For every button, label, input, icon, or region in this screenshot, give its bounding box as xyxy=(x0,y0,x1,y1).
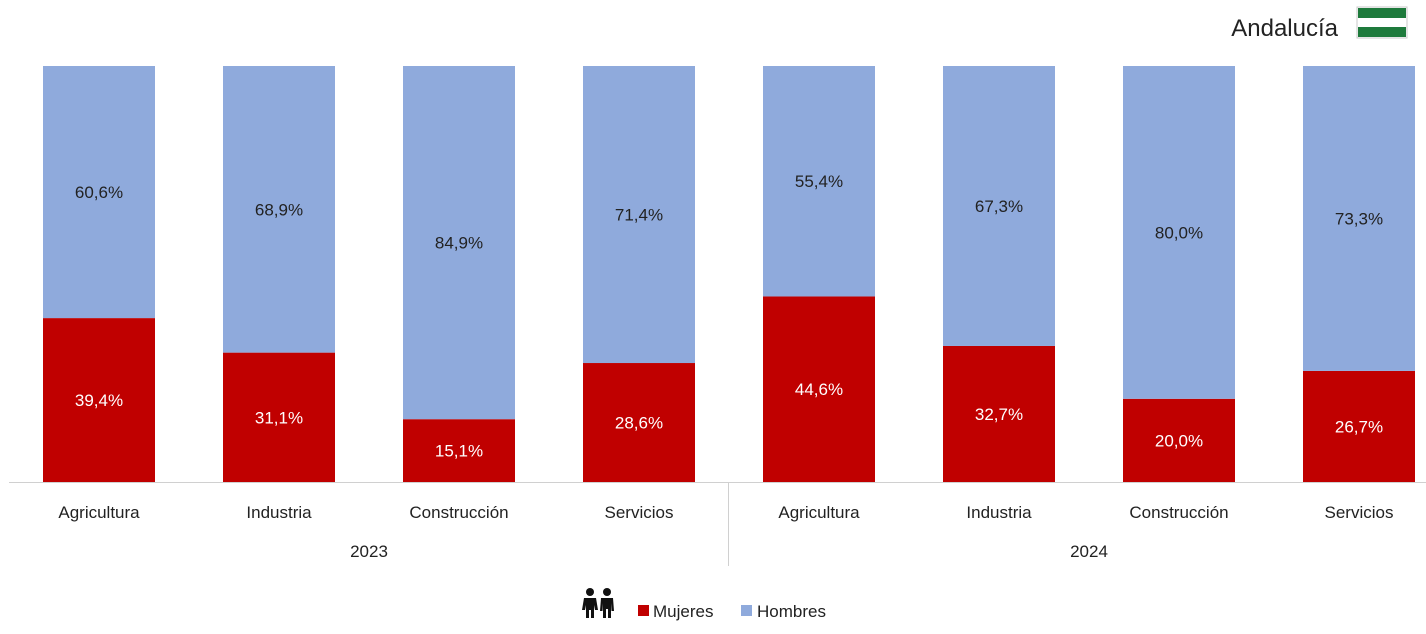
data-label-hombres-1: 68,9% xyxy=(255,200,303,219)
data-label-mujeres-0: 39,4% xyxy=(75,391,123,410)
bar-hombres-5 xyxy=(943,66,1055,346)
data-label-hombres-4: 55,4% xyxy=(795,172,843,191)
legend-swatch-mujeres xyxy=(638,605,649,616)
bar-mujeres-3 xyxy=(583,363,695,482)
data-label-hombres-0: 60,6% xyxy=(75,183,123,202)
bar-hombres-1 xyxy=(223,66,335,353)
bar-mujeres-7 xyxy=(1303,370,1415,482)
people-couple-icon xyxy=(582,588,614,618)
data-label-mujeres-4: 44,6% xyxy=(795,380,843,399)
data-label-mujeres-7: 26,7% xyxy=(1335,417,1383,436)
legend-swatch-hombres xyxy=(741,605,752,616)
category-label-6: Construcción xyxy=(1129,503,1228,522)
bar-hombres-3 xyxy=(583,66,695,364)
data-label-hombres-7: 73,3% xyxy=(1335,209,1383,228)
bar-mujeres-5 xyxy=(943,345,1055,482)
category-label-7: Servicios xyxy=(1325,503,1394,522)
data-label-mujeres-5: 32,7% xyxy=(975,405,1023,424)
bar-hombres-7 xyxy=(1303,66,1415,371)
andalusia-flag-icon xyxy=(1356,6,1408,39)
data-label-hombres-2: 84,9% xyxy=(435,234,483,253)
bar-hombres-4 xyxy=(763,66,875,297)
legend-label-hombres: Hombres xyxy=(757,602,826,621)
bar-mujeres-6 xyxy=(1123,398,1235,482)
category-label-2: Construcción xyxy=(409,503,508,522)
bar-hombres-2 xyxy=(403,66,515,420)
category-label-5: Industria xyxy=(966,503,1032,522)
data-label-hombres-3: 71,4% xyxy=(615,206,663,225)
bar-hombres-6 xyxy=(1123,66,1235,399)
category-label-0: Agricultura xyxy=(58,503,140,522)
category-label-4: Agricultura xyxy=(778,503,860,522)
bars-layer xyxy=(43,66,1415,482)
data-label-mujeres-6: 20,0% xyxy=(1155,431,1203,450)
bar-mujeres-0 xyxy=(43,318,155,482)
region-title: Andalucía xyxy=(1231,15,1338,42)
data-label-hombres-6: 80,0% xyxy=(1155,223,1203,242)
bar-mujeres-4 xyxy=(763,296,875,482)
data-label-mujeres-2: 15,1% xyxy=(435,442,483,461)
bar-hombres-0 xyxy=(43,66,155,319)
legend-label-mujeres: Mujeres xyxy=(653,602,713,621)
group-label-2024: 2024 xyxy=(1070,542,1108,561)
bar-mujeres-2 xyxy=(403,419,515,482)
legend: Mujeres Hombres xyxy=(582,588,826,621)
data-labels-layer: 39,4% 60,6% 31,1% 68,9% 15,1% 84,9% 28,6% 71,4%… xyxy=(75,172,1383,460)
group-label-2023: 2023 xyxy=(350,542,388,561)
category-label-1: Industria xyxy=(246,503,312,522)
x-axis: Agricultura Industria Construcción Servicio… xyxy=(9,482,1426,566)
bar-mujeres-1 xyxy=(223,352,335,482)
data-label-mujeres-1: 31,1% xyxy=(255,408,303,427)
category-label-3: Servicios xyxy=(605,503,674,522)
data-label-mujeres-3: 28,6% xyxy=(615,414,663,433)
data-label-hombres-5: 67,3% xyxy=(975,197,1023,216)
